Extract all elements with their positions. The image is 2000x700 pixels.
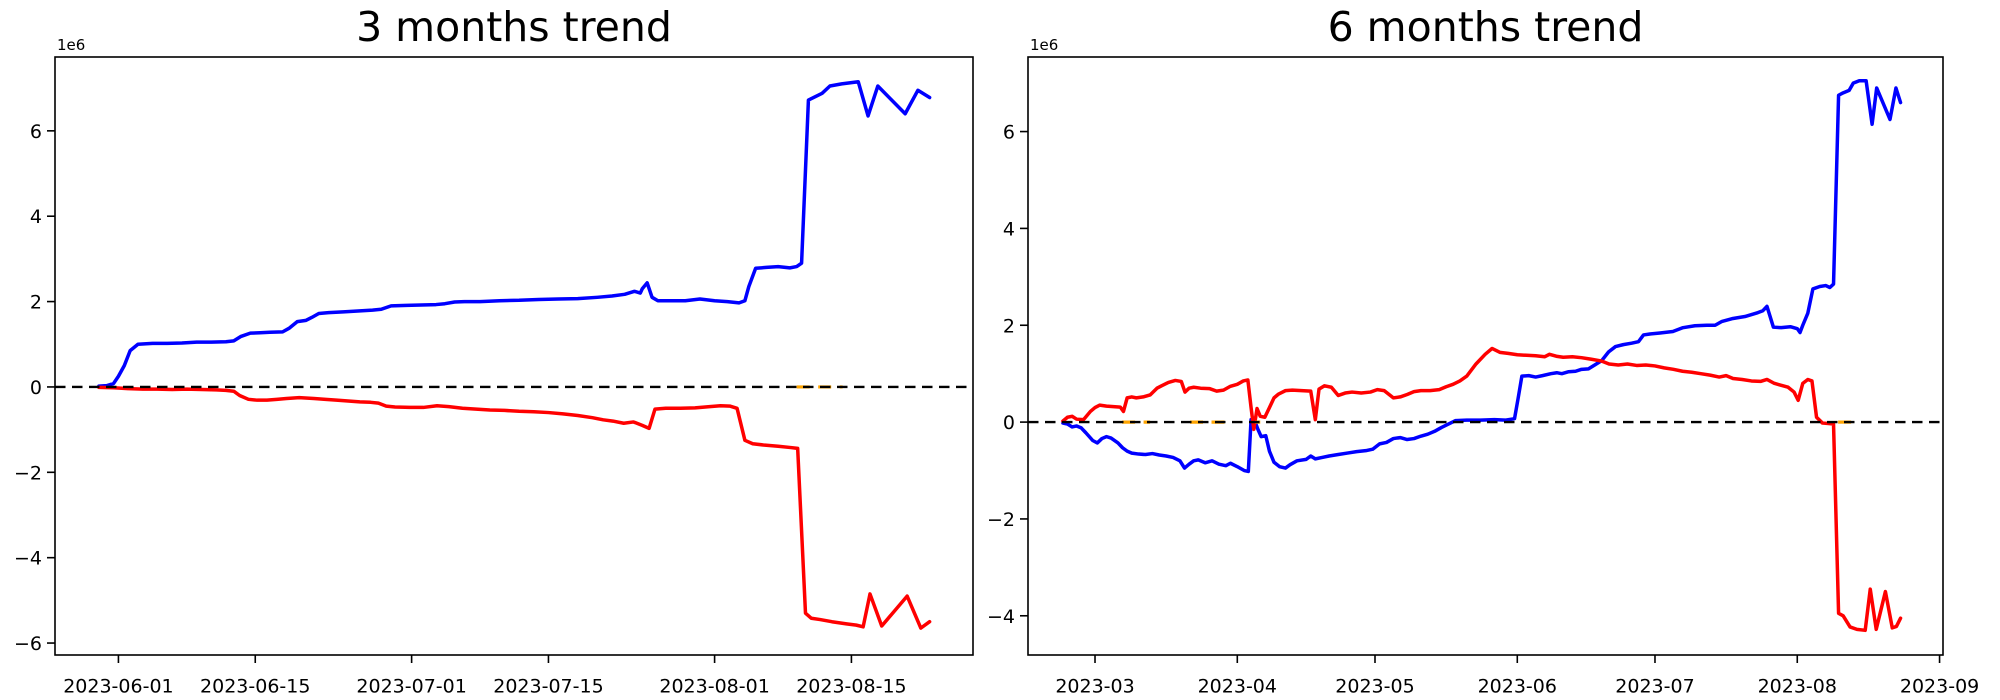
x-tick-label: 2023-07-01	[356, 676, 466, 698]
x-tick-label: 2023-09	[1900, 676, 1979, 698]
x-tick-label: 2023-04	[1198, 676, 1277, 698]
y-tick-label: 0	[30, 377, 42, 399]
x-tick-label: 2023-07-15	[493, 676, 603, 698]
axes-spines	[1027, 56, 1944, 656]
x-tick-label: 2023-06-15	[200, 676, 310, 698]
x-tick-label: 2023-06	[1478, 676, 1557, 698]
blue-series-line	[1061, 78, 1903, 474]
red-series-line	[1061, 346, 1903, 633]
x-tick-label: 2023-08-01	[659, 676, 769, 698]
y-tick-label: −4	[987, 606, 1015, 628]
x-tick-label: 2023-07	[1615, 676, 1694, 698]
chart-title: 6 months trend	[1328, 3, 1644, 51]
y-tick-label: 4	[1003, 218, 1015, 240]
y-tick-label: 6	[30, 121, 42, 143]
x-tick-label: 2023-08-15	[796, 676, 906, 698]
y-tick-label: 4	[30, 206, 42, 228]
y-tick-label: −6	[14, 633, 42, 655]
axes-spines	[54, 56, 974, 656]
y-tick-label: 0	[1003, 412, 1015, 434]
axis-offset-label: 1e6	[57, 36, 85, 54]
y-tick-label: −4	[14, 548, 42, 570]
y-tick-label: 2	[30, 292, 42, 314]
y-tick-label: 2	[1003, 315, 1015, 337]
chart-3-months: 2023-06-01 2023-06-15 2023-07-01 2023-07-15…	[14, 3, 974, 698]
red-series-line	[97, 385, 932, 630]
plot-area	[55, 57, 973, 655]
x-tick-label: 2023-05	[1335, 676, 1414, 698]
chart-title: 3 months trend	[356, 3, 672, 51]
y-tick-label: −2	[987, 509, 1015, 531]
axis-offset-label: 1e6	[1030, 36, 1058, 54]
y-tick-label: −2	[14, 462, 42, 484]
blue-series-line	[97, 80, 932, 388]
y-tick-label: 6	[1003, 122, 1015, 144]
chart-6-months: 2023-03 2023-04 2023-05 2023-06 2023-07 2023-…	[987, 3, 1979, 698]
x-tick-label: 2023-06-01	[63, 676, 173, 698]
x-tick-label: 2023-08	[1758, 676, 1837, 698]
x-tick-label: 2023-03	[1055, 676, 1134, 698]
